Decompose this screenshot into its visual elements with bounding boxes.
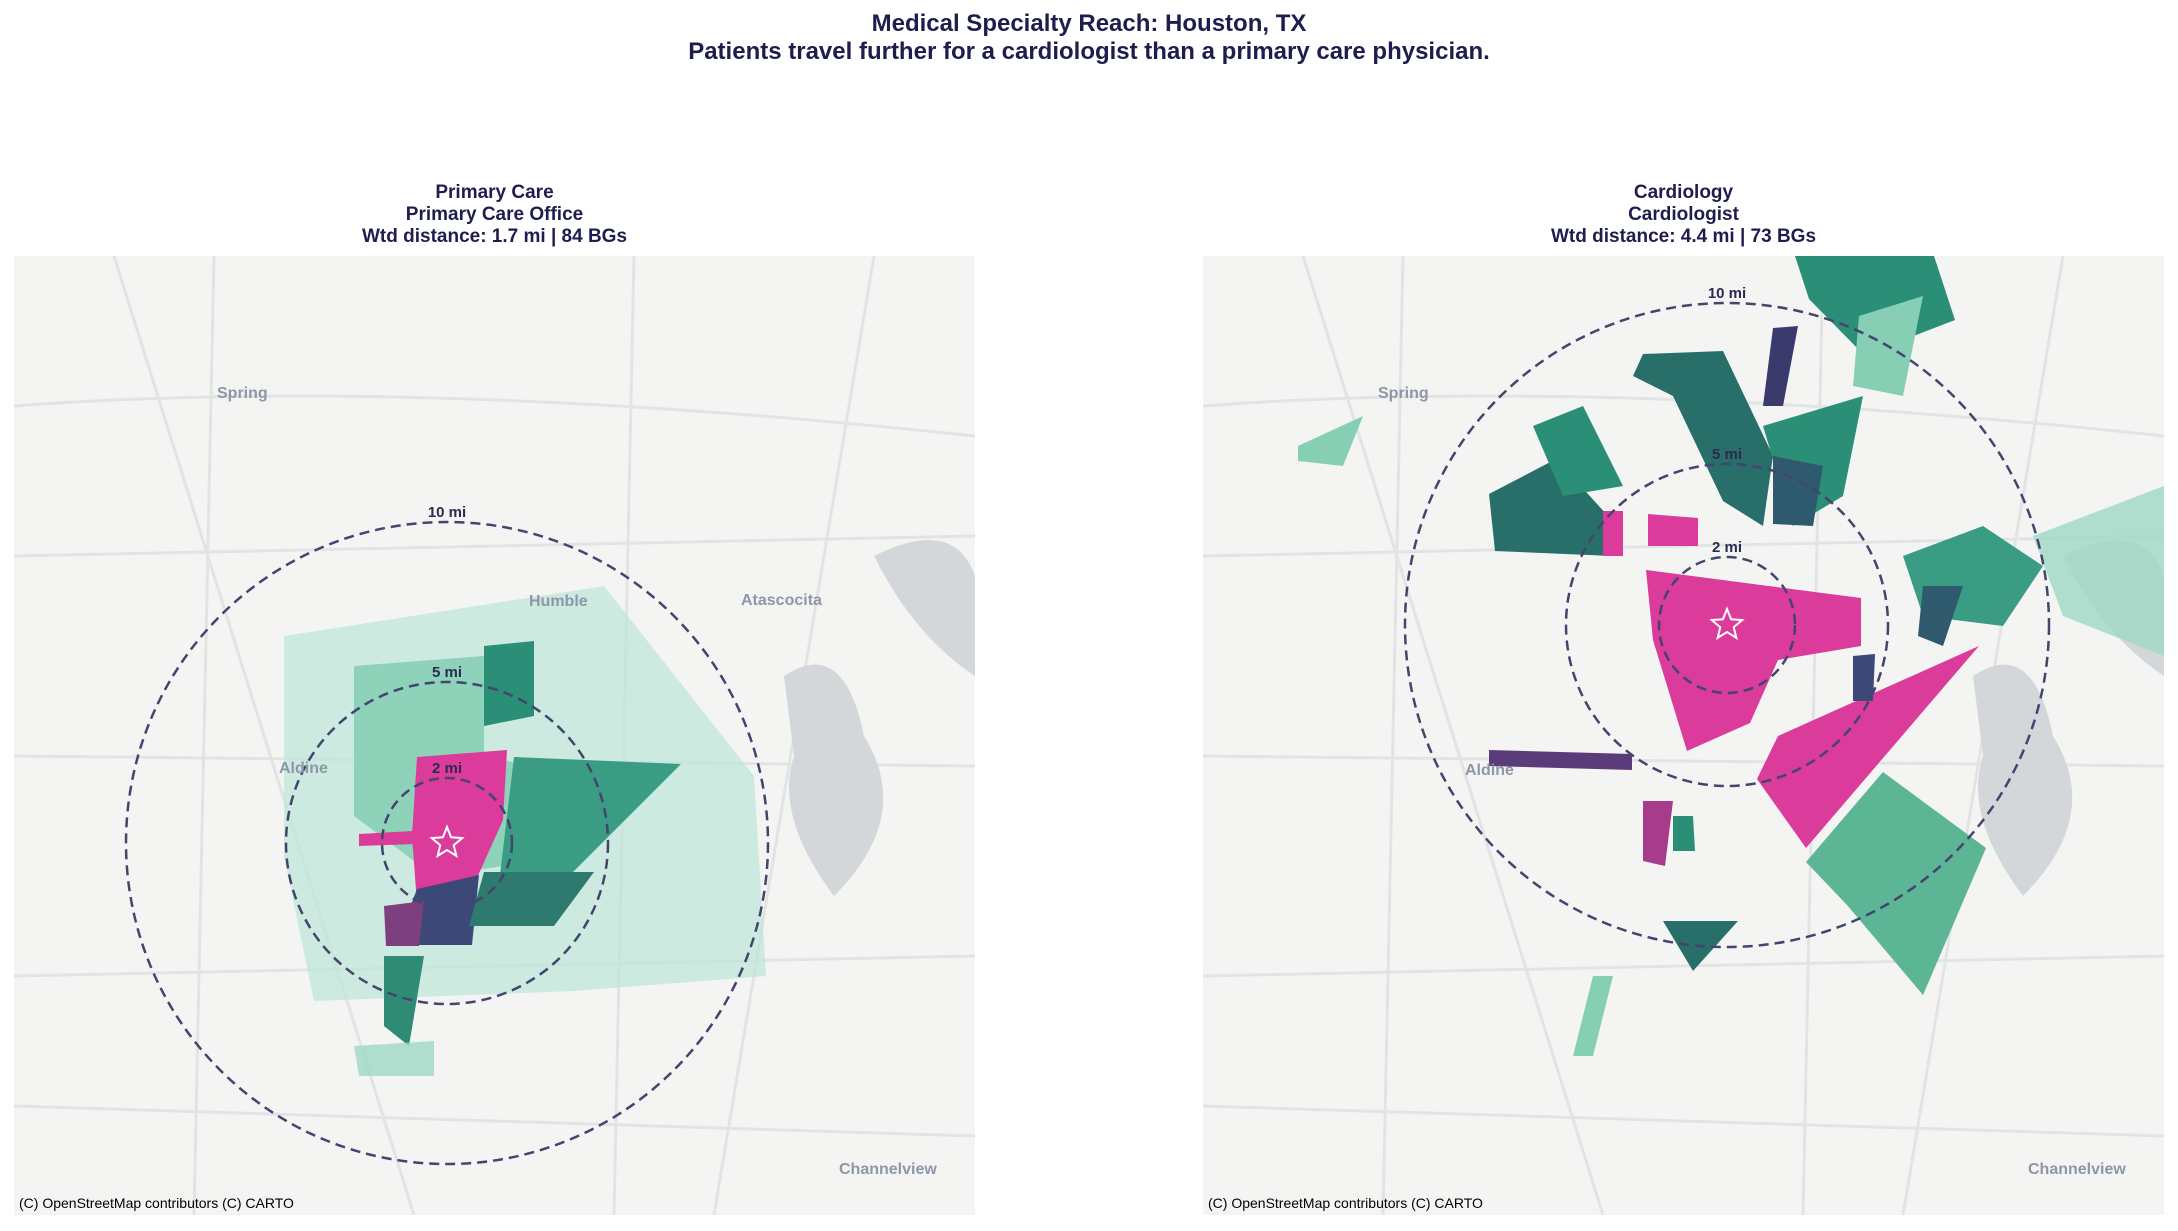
title-line: Cardiology	[1633, 182, 1734, 203]
title-line: Cardiologist	[1628, 204, 1739, 225]
attribution: (C) OpenStreetMap contributors (C) CARTO	[19, 1195, 294, 1211]
rings: 2 mi 5 mi 10 mi	[124, 504, 770, 1166]
block-groups	[1298, 256, 2164, 1056]
ring-label: 10 mi	[428, 504, 466, 521]
place-label: Humble	[529, 593, 588, 610]
ring-label: 2 mi	[432, 760, 462, 777]
panel-title: Primary Care Primary Care Office Wtd dis…	[14, 182, 975, 248]
place-label: Atascocita	[741, 592, 822, 609]
distance-ring	[1657, 555, 1797, 695]
panel-title: Cardiology Cardiologist Wtd distance: 4.…	[1203, 182, 2164, 248]
ring-label: 5 mi	[432, 664, 462, 681]
distance-ring	[284, 680, 610, 1006]
figure-subtitle: Patients travel further for a cardiologi…	[688, 38, 1490, 65]
place-label: Channelview	[2028, 1161, 2126, 1178]
ring-label: 5 mi	[1712, 446, 1742, 463]
ring-label: 10 mi	[1708, 285, 1746, 302]
place-label: Spring	[1378, 385, 1429, 402]
rings: 2 mi 5 mi 10 mi	[1403, 285, 2051, 949]
title-line: Primary Care Office	[405, 204, 584, 225]
distance-ring	[1564, 462, 1890, 788]
place-label: Spring	[217, 385, 268, 402]
facility-star	[1709, 606, 1745, 641]
title-line: Primary Care	[435, 182, 554, 203]
facility-star	[429, 824, 465, 859]
map: 2 mi 5 mi 10 mi Spring Humble Atascocita A…	[14, 256, 975, 1215]
figure-title: Medical Specialty Reach: Houston, TX	[871, 10, 1307, 37]
place-label: Channelview	[839, 1161, 937, 1178]
distance-ring	[1403, 301, 2051, 949]
title-line: Wtd distance: 4.4 mi | 73 BGs	[1550, 226, 1817, 247]
ring-label: 2 mi	[1712, 539, 1742, 556]
distance-ring	[380, 776, 514, 910]
title-line: Wtd distance: 1.7 mi | 84 BGs	[361, 226, 628, 247]
block-groups	[284, 586, 766, 1076]
attribution: (C) OpenStreetMap contributors (C) CARTO	[1208, 1195, 1483, 1211]
water	[784, 540, 975, 896]
place-label: Aldine	[279, 760, 328, 777]
place-label: Aldine	[1465, 762, 1514, 779]
distance-ring	[124, 520, 770, 1166]
